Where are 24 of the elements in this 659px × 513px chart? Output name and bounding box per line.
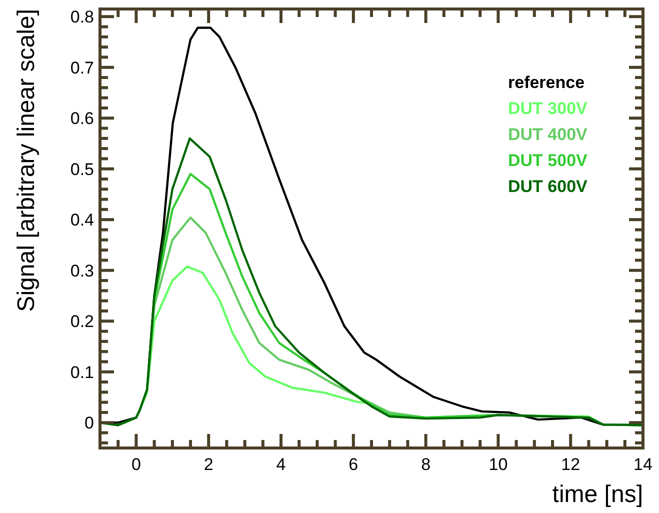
y-tick-label: 0.5 [70, 160, 94, 179]
y-tick-label: 0.6 [70, 109, 94, 128]
y-tick-label: 0.7 [70, 58, 94, 78]
text: DUT 400V [508, 125, 588, 144]
x-tick-label: 10 [488, 455, 508, 474]
x-tick-label: 12 [561, 455, 580, 474]
x-tick-label: 8 [421, 455, 431, 474]
text: reference [508, 73, 585, 92]
text: DUT 600V [508, 177, 588, 196]
y-axis-title: Signal [arbitrary linear scale] [13, 9, 40, 312]
y-tick-label: 0.4 [70, 210, 94, 230]
text: DUT 300V [508, 99, 588, 118]
y-tick-label: 0.3 [70, 261, 94, 280]
x-tick-label: 14 [634, 455, 652, 474]
y-tick-label: 0 [84, 414, 94, 433]
y-tick-label: 0.2 [70, 312, 94, 332]
x-tick-label: 4 [276, 455, 286, 474]
y-tick-label: 0.1 [70, 362, 94, 382]
y-tick-label: 0.8 [70, 8, 94, 27]
x-tick-label: 6 [348, 455, 358, 474]
x-tick-label: 0 [131, 455, 141, 474]
x-tick-label: 2 [204, 455, 214, 474]
text: DUT 500V [508, 151, 588, 170]
x-axis-title: time [ns] [552, 481, 643, 508]
